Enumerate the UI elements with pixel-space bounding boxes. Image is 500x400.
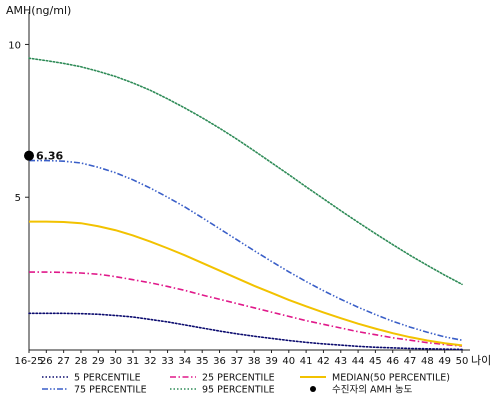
x-tick-label: 48 bbox=[421, 356, 434, 367]
marker-layer: 6.36 bbox=[24, 150, 63, 163]
x-tick-label: 39 bbox=[265, 356, 278, 367]
x-tick-label: 37 bbox=[230, 356, 243, 367]
y-ticks: 5 10 bbox=[8, 40, 29, 204]
legend-label: MEDIAN(50 PERCENTILE) bbox=[332, 373, 450, 384]
x-tick-label: 16-25 bbox=[14, 356, 43, 367]
x-tick-label: 40 bbox=[282, 356, 295, 367]
legend: 5 PERCENTILE 25 PERCENTILE MEDIAN(50 PERCE… bbox=[42, 373, 450, 396]
x-tick-label: 30 bbox=[109, 356, 122, 367]
series-line bbox=[28, 312, 463, 351]
x-tick-label: 46 bbox=[386, 356, 399, 367]
x-tick-label: 33 bbox=[161, 356, 174, 367]
x-tick-label: 34 bbox=[179, 356, 192, 367]
series-layer bbox=[28, 57, 463, 351]
x-tick-label: 42 bbox=[317, 356, 330, 367]
x-tick-label: 44 bbox=[352, 356, 365, 367]
y-axis-label: AMH(ng/ml) bbox=[6, 4, 71, 17]
x-tick-label: 35 bbox=[196, 356, 209, 367]
y-tick-label: 10 bbox=[8, 40, 21, 51]
x-tick-label: 26 bbox=[40, 356, 53, 367]
series-line bbox=[29, 271, 463, 347]
legend-label: 75 PERCENTILE bbox=[74, 385, 147, 396]
series-line bbox=[28, 57, 463, 286]
chart-axes: AMH(ng/ml) 나이 bbox=[6, 4, 491, 367]
legend-label: 95 PERCENTILE bbox=[202, 385, 275, 396]
legend-marker-swatch bbox=[310, 386, 316, 392]
patient-amh-value-label: 6.36 bbox=[36, 150, 63, 163]
legend-label: 25 PERCENTILE bbox=[202, 373, 275, 384]
x-tick-label: 41 bbox=[300, 356, 313, 367]
x-tick-label: 45 bbox=[369, 356, 382, 367]
patient-amh-point bbox=[24, 150, 34, 161]
series-line bbox=[29, 220, 463, 347]
x-tick-label: 29 bbox=[92, 356, 105, 367]
x-tick-label: 47 bbox=[404, 356, 417, 367]
x-tick-label: 36 bbox=[213, 356, 226, 367]
legend-marker-label: 수진자의 AMH 농도 bbox=[332, 385, 413, 396]
x-tick-label: 31 bbox=[127, 356, 140, 367]
y-tick-label: 5 bbox=[15, 193, 21, 204]
x-tick-label: 27 bbox=[57, 356, 70, 367]
x-tick-label: 38 bbox=[248, 356, 261, 367]
x-tick-label: 49 bbox=[438, 356, 451, 367]
x-tick-label: 32 bbox=[144, 356, 157, 367]
series-line bbox=[29, 159, 463, 342]
x-tick-label: 43 bbox=[334, 356, 347, 367]
x-tick-label: 28 bbox=[75, 356, 88, 367]
x-axis-label: 나이 bbox=[471, 354, 491, 367]
x-tick-label: 50 bbox=[456, 356, 469, 367]
legend-label: 5 PERCENTILE bbox=[74, 373, 141, 384]
